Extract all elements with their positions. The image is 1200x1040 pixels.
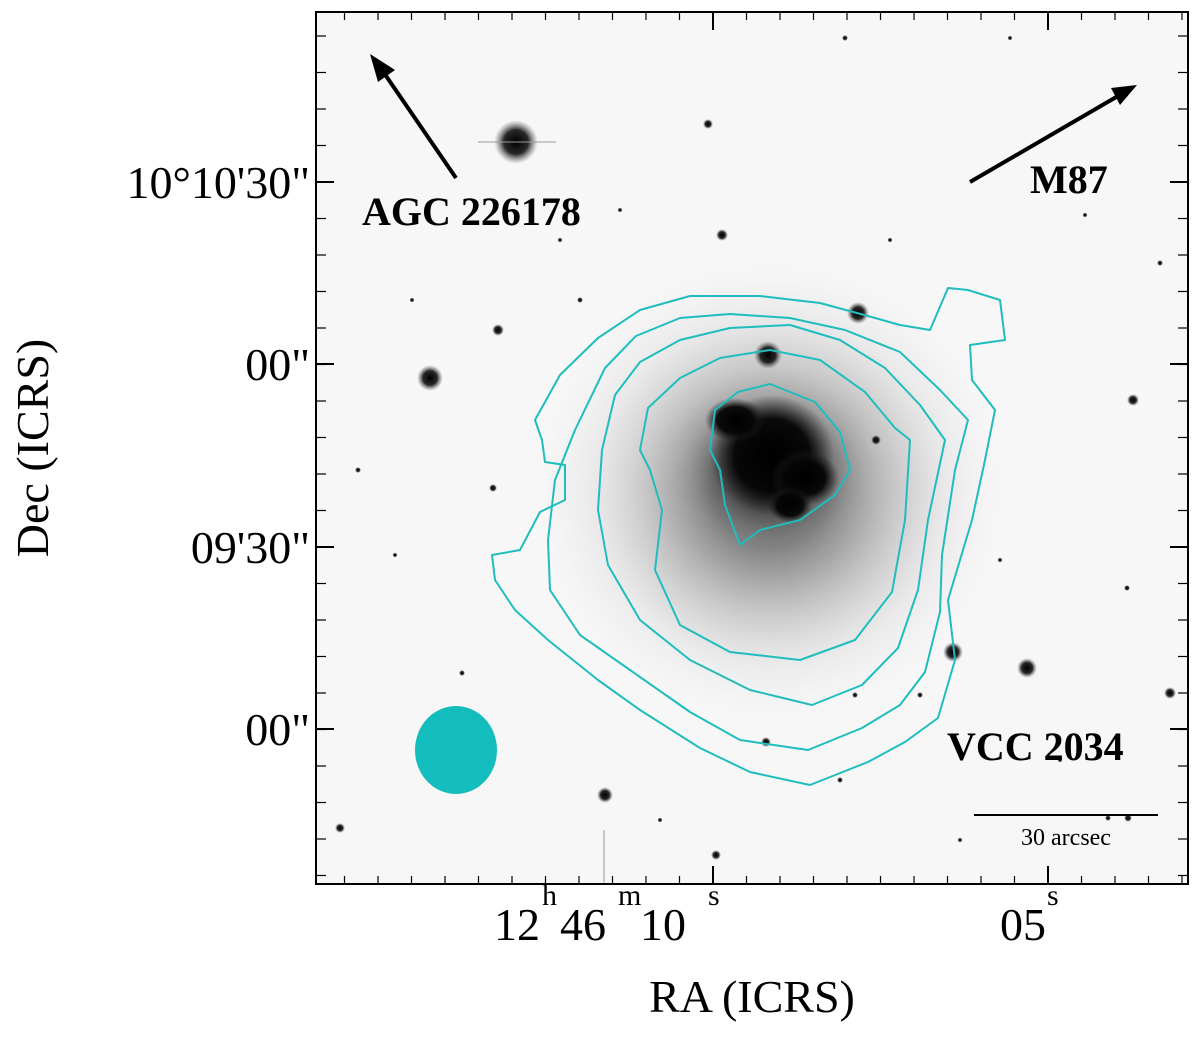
ra-seconds: 05 bbox=[1000, 899, 1046, 950]
arrow-m87-head bbox=[1111, 85, 1137, 105]
dec-tick-label: 00" bbox=[245, 704, 310, 755]
scale-bar-label: 30 arcsec bbox=[1021, 825, 1111, 851]
arrow-agc-head bbox=[370, 54, 395, 82]
star bbox=[1157, 260, 1163, 266]
contour-level-4 bbox=[639, 349, 911, 661]
ra-minutes-unit: m bbox=[618, 879, 641, 912]
contour-level-1 bbox=[491, 287, 1006, 786]
ra-seconds: 10 bbox=[640, 899, 686, 950]
ra-seconds-unit: s bbox=[708, 879, 720, 912]
star bbox=[997, 557, 1003, 563]
dec-tick-label: 10°10'30" bbox=[127, 157, 310, 208]
star bbox=[1127, 394, 1139, 406]
star bbox=[871, 435, 881, 445]
star bbox=[577, 297, 583, 303]
ra-minutes: 46 bbox=[560, 899, 606, 950]
star bbox=[1082, 212, 1088, 218]
star bbox=[409, 297, 415, 303]
x-axis-label: RA (ICRS) bbox=[649, 971, 855, 1022]
star bbox=[617, 207, 623, 213]
star bbox=[335, 823, 345, 833]
star bbox=[943, 642, 963, 662]
minor-ticks bbox=[316, 12, 1188, 884]
star bbox=[492, 324, 504, 336]
ra-seconds-unit: s bbox=[1047, 879, 1059, 912]
arrow-agc-shaft bbox=[380, 68, 458, 180]
star bbox=[1057, 757, 1063, 763]
contour-level-2 bbox=[547, 313, 969, 751]
arrow-agc bbox=[370, 54, 458, 180]
star bbox=[716, 229, 728, 241]
star bbox=[703, 119, 713, 129]
ra-hours: 12 bbox=[494, 899, 540, 950]
dec-tick-label: 09'30" bbox=[191, 522, 310, 573]
galaxy-knot bbox=[768, 487, 812, 523]
star bbox=[754, 341, 782, 369]
ra-tick-label: 05 s bbox=[1000, 879, 1059, 950]
star bbox=[392, 552, 398, 558]
star bbox=[597, 787, 613, 803]
hi-contours bbox=[491, 287, 1006, 786]
ra-tick-label: 12 h 46 m 10 s bbox=[494, 879, 720, 950]
star bbox=[1105, 815, 1111, 821]
contour-level-3 bbox=[597, 324, 946, 706]
star bbox=[761, 737, 771, 747]
star bbox=[1124, 585, 1130, 591]
beam-ellipse bbox=[415, 706, 497, 794]
star bbox=[557, 237, 563, 243]
star bbox=[1164, 687, 1176, 699]
arrow-m87 bbox=[968, 85, 1137, 184]
star bbox=[842, 35, 848, 41]
ra-hours-unit: h bbox=[542, 879, 557, 912]
star bbox=[489, 484, 497, 492]
star bbox=[417, 365, 443, 391]
star bbox=[355, 467, 361, 473]
star bbox=[711, 850, 721, 860]
label-vcc-2034: VCC 2034 bbox=[947, 724, 1124, 769]
star bbox=[657, 817, 663, 823]
star bbox=[887, 237, 893, 243]
star bbox=[459, 670, 465, 676]
galaxy-knot bbox=[705, 398, 765, 442]
star bbox=[957, 837, 963, 843]
star bbox=[852, 692, 858, 698]
star bbox=[917, 692, 923, 698]
contour-level-5 bbox=[709, 383, 851, 546]
plot-frame bbox=[315, 11, 1189, 885]
y-axis-label: Dec (ICRS) bbox=[7, 339, 58, 557]
star bbox=[837, 777, 843, 783]
label-agc-226178: AGC 226178 bbox=[362, 189, 581, 234]
arrow-m87-shaft bbox=[968, 94, 1120, 184]
label-m87: M87 bbox=[1030, 157, 1108, 202]
star bbox=[1017, 658, 1037, 678]
star bbox=[1007, 35, 1013, 41]
dec-tick-label: 00" bbox=[245, 339, 310, 390]
